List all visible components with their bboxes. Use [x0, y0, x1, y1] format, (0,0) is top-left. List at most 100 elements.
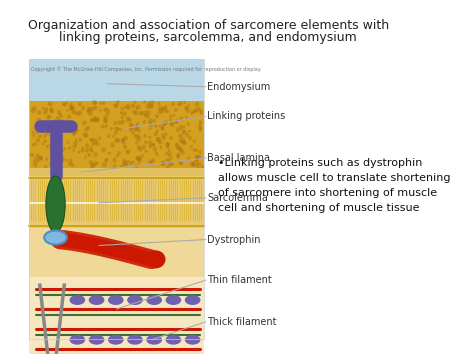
Circle shape: [149, 127, 151, 129]
Circle shape: [36, 131, 38, 133]
Circle shape: [115, 140, 117, 142]
Circle shape: [93, 101, 96, 104]
Circle shape: [91, 119, 93, 121]
Circle shape: [168, 149, 170, 152]
Circle shape: [198, 108, 201, 110]
Circle shape: [60, 149, 63, 153]
Circle shape: [163, 107, 166, 110]
Circle shape: [195, 155, 199, 159]
Circle shape: [136, 142, 137, 144]
Circle shape: [32, 144, 34, 146]
Circle shape: [137, 146, 140, 148]
Bar: [29, 168, 204, 176]
Circle shape: [54, 120, 56, 122]
Circle shape: [134, 127, 138, 131]
Circle shape: [149, 144, 152, 148]
Circle shape: [60, 113, 61, 115]
Circle shape: [82, 106, 85, 110]
Circle shape: [166, 159, 168, 161]
Circle shape: [126, 104, 129, 108]
Circle shape: [162, 134, 165, 137]
Circle shape: [143, 111, 146, 115]
Circle shape: [195, 160, 197, 162]
Circle shape: [104, 119, 108, 123]
Circle shape: [180, 117, 182, 120]
Circle shape: [124, 106, 127, 109]
Circle shape: [136, 156, 139, 160]
Circle shape: [132, 131, 134, 134]
Circle shape: [67, 142, 69, 143]
Circle shape: [191, 146, 192, 148]
Circle shape: [192, 110, 194, 113]
Circle shape: [200, 127, 201, 130]
Circle shape: [70, 159, 72, 162]
Ellipse shape: [146, 335, 162, 345]
Circle shape: [118, 128, 119, 130]
Circle shape: [73, 130, 77, 133]
Circle shape: [199, 109, 202, 112]
Circle shape: [183, 131, 186, 134]
Circle shape: [104, 109, 106, 111]
Circle shape: [70, 109, 71, 110]
Circle shape: [179, 102, 182, 105]
Circle shape: [196, 162, 199, 165]
Circle shape: [192, 162, 195, 165]
Ellipse shape: [127, 295, 143, 305]
Circle shape: [83, 133, 87, 137]
Circle shape: [161, 126, 164, 129]
Circle shape: [85, 128, 88, 131]
Circle shape: [118, 121, 121, 125]
Circle shape: [39, 135, 41, 138]
Circle shape: [44, 140, 46, 142]
Circle shape: [103, 163, 106, 167]
Circle shape: [193, 140, 195, 142]
Circle shape: [182, 141, 183, 143]
Circle shape: [153, 147, 156, 150]
Circle shape: [151, 101, 154, 105]
Circle shape: [195, 103, 199, 106]
Circle shape: [159, 125, 161, 127]
Circle shape: [96, 162, 98, 164]
Circle shape: [79, 140, 81, 141]
Ellipse shape: [127, 335, 143, 345]
Text: Sarcolemma: Sarcolemma: [208, 193, 268, 203]
Circle shape: [152, 159, 155, 162]
Circle shape: [136, 124, 138, 127]
Text: linking proteins, sarcolemma, and endomysium: linking proteins, sarcolemma, and endomy…: [59, 31, 357, 44]
Circle shape: [126, 151, 128, 153]
Circle shape: [201, 165, 203, 168]
Circle shape: [40, 157, 42, 160]
Circle shape: [115, 127, 118, 131]
Circle shape: [137, 105, 140, 109]
Circle shape: [185, 106, 187, 109]
Circle shape: [128, 118, 131, 121]
Circle shape: [142, 155, 144, 157]
Circle shape: [59, 119, 61, 121]
Ellipse shape: [89, 295, 104, 305]
Circle shape: [69, 164, 70, 165]
Circle shape: [149, 136, 151, 138]
Circle shape: [176, 155, 179, 157]
Circle shape: [158, 110, 162, 114]
Circle shape: [192, 163, 195, 166]
Circle shape: [100, 102, 102, 104]
Text: Endomysium: Endomysium: [208, 82, 271, 92]
Ellipse shape: [70, 335, 85, 345]
Circle shape: [55, 161, 57, 164]
Circle shape: [129, 123, 132, 126]
Circle shape: [156, 130, 158, 132]
Circle shape: [78, 151, 80, 153]
Ellipse shape: [108, 335, 124, 345]
Circle shape: [39, 157, 42, 160]
Circle shape: [158, 103, 160, 105]
Circle shape: [89, 147, 92, 151]
Circle shape: [89, 111, 92, 115]
Circle shape: [160, 109, 164, 113]
Circle shape: [156, 153, 158, 155]
Circle shape: [127, 150, 130, 153]
Circle shape: [102, 148, 105, 152]
Circle shape: [104, 116, 107, 120]
Circle shape: [114, 121, 117, 125]
Circle shape: [178, 146, 181, 150]
Circle shape: [31, 109, 35, 113]
